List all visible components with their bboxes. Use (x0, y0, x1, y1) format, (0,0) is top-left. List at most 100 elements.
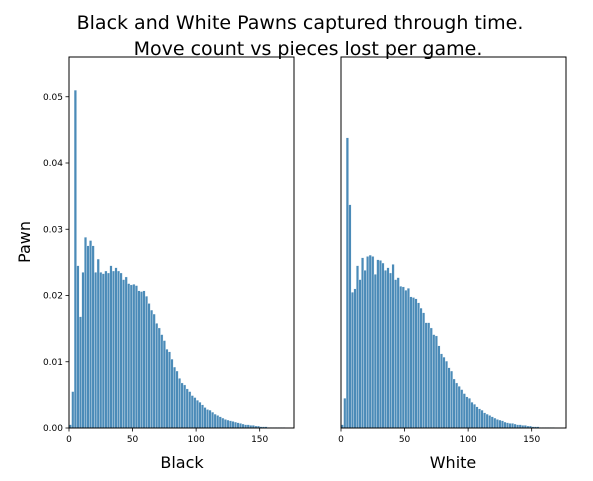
histogram-bar (381, 262, 385, 429)
histogram-bar (478, 408, 481, 429)
histogram-bar (450, 370, 454, 429)
histogram-bar (213, 413, 217, 429)
histogram-bar (429, 327, 433, 429)
black-histogram-bars (68, 89, 286, 429)
histogram-bar (417, 302, 420, 429)
histogram-bar (157, 327, 161, 429)
histogram-bar (223, 419, 227, 429)
histogram-bar (389, 272, 392, 429)
histogram-bar (112, 270, 115, 429)
histogram-bar (447, 367, 451, 429)
black-plot-frame (68, 56, 295, 429)
histogram-bar (495, 419, 499, 429)
histogram-bar (71, 391, 75, 429)
histogram-bar (483, 412, 487, 429)
histogram-bar (503, 421, 507, 429)
histogram-bar (414, 298, 418, 429)
histogram-bar (84, 237, 87, 429)
histogram-bar (231, 421, 235, 429)
histogram-bar (442, 356, 446, 429)
histogram-bar (386, 267, 390, 429)
histogram-bar (475, 406, 479, 429)
histogram-bar (511, 423, 515, 429)
histogram-bar (356, 265, 359, 429)
histogram-bar (94, 272, 98, 429)
histogram-bar (180, 382, 184, 429)
x-tick-label: 150 (523, 435, 540, 445)
histogram-bar (493, 417, 497, 429)
histogram-bar (117, 270, 120, 429)
histogram-bar (508, 423, 512, 429)
histogram-bar (473, 403, 476, 429)
histogram-bar (351, 292, 354, 429)
histogram-bar (234, 421, 237, 429)
histogram-bar (229, 420, 232, 429)
histogram-bar (406, 288, 410, 429)
histogram-bar (188, 391, 192, 429)
histogram-bar (384, 270, 387, 429)
histogram-bar (401, 286, 405, 429)
histogram-bar (134, 285, 138, 429)
histogram-bar (193, 397, 197, 429)
histogram-bar (513, 423, 517, 429)
histogram-bar (368, 254, 372, 429)
histogram-bar (366, 256, 370, 429)
histogram-bar (142, 290, 146, 429)
histogram-bar (452, 378, 456, 429)
histogram-bar (183, 384, 187, 429)
histogram-bar (353, 288, 357, 429)
histogram-bar (394, 279, 398, 429)
histogram-bar (96, 258, 100, 429)
white-x-axis-label: White (430, 453, 477, 472)
histogram-bar (465, 396, 469, 429)
y-tick-label: 0.04 (43, 159, 63, 169)
histogram-bar (140, 291, 143, 429)
histogram-bar (376, 259, 380, 429)
histogram-bar (185, 388, 189, 429)
histogram-bar (167, 351, 171, 429)
histogram-bar (211, 411, 215, 429)
histogram-bar (127, 283, 131, 429)
chart-title-line1: Black and White Pawns captured through t… (77, 12, 524, 34)
histogram-bar (236, 422, 240, 429)
histogram-bar (409, 296, 413, 429)
y-tick-label: 0.05 (43, 93, 63, 103)
histogram-bar (424, 322, 428, 429)
histogram-bar (175, 370, 179, 429)
histogram-bar (162, 340, 166, 429)
histogram-bar (119, 272, 123, 429)
histogram-bar (208, 409, 212, 429)
white-histogram-bars (340, 137, 555, 429)
histogram-bar (348, 204, 352, 429)
histogram-bar (462, 393, 466, 429)
histogram-bar (501, 420, 504, 429)
histogram-bar (91, 245, 95, 429)
histogram-bar (373, 274, 377, 429)
histogram-bar (419, 307, 423, 429)
histogram-bar (226, 419, 230, 429)
black-x-axis-label: Black (160, 453, 204, 472)
histogram-bar (427, 322, 431, 429)
histogram-bar (73, 89, 77, 429)
histogram-bar (343, 398, 347, 429)
histogram-bar (485, 413, 489, 429)
histogram-bar (89, 240, 93, 429)
histogram-bar (76, 265, 80, 429)
x-tick-label: 100 (460, 435, 477, 445)
histogram-bar (129, 284, 133, 429)
histogram-bar (150, 309, 154, 429)
black-y-axis-label: Pawn (15, 221, 34, 263)
y-tick-label: 0.02 (43, 292, 63, 302)
histogram-bar (434, 335, 438, 429)
histogram-bar (455, 382, 459, 429)
histogram-bar (396, 277, 400, 429)
y-tick-label: 0.00 (43, 424, 63, 434)
histogram-bar (114, 267, 118, 429)
histogram-bar (106, 272, 110, 429)
histogram-bar (104, 270, 108, 429)
histogram-bar (363, 270, 367, 429)
white-panel: 0 50 100 150 White (338, 56, 567, 472)
histogram-bar (345, 137, 349, 429)
